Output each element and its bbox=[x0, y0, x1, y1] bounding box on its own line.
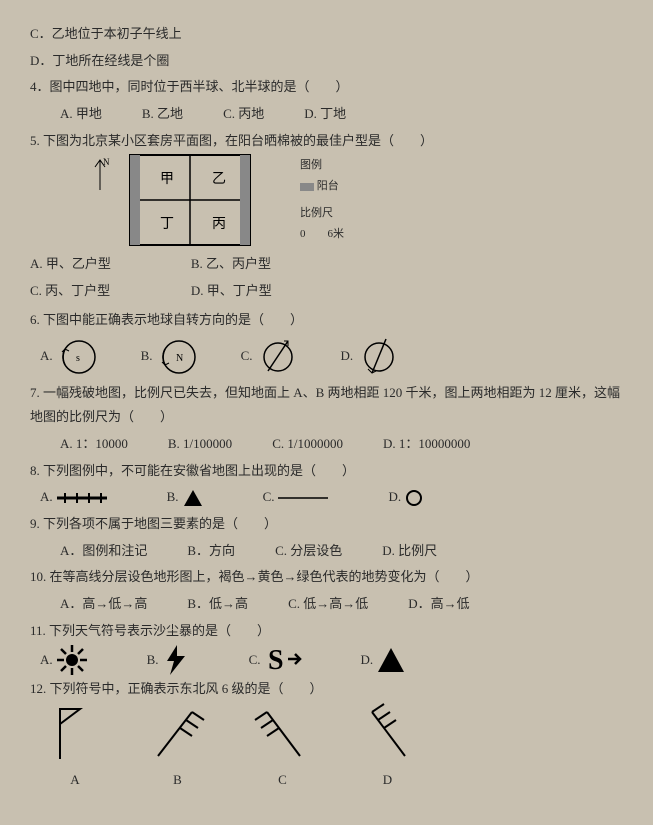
legend-balcony: 阳台 bbox=[317, 180, 339, 192]
legend-title: 图例 bbox=[300, 155, 344, 176]
q10-a: A．高→低→高 bbox=[60, 592, 147, 617]
q5-stem: 5. 下图为北京某小区套房平面图，在阳台晒棉被的最佳户型是（ ） bbox=[30, 129, 630, 154]
q7-d: D. 1：10000000 bbox=[383, 432, 470, 457]
wind-d-icon bbox=[360, 704, 415, 759]
q6-d-label: D. bbox=[340, 344, 353, 369]
q8-c-label: C. bbox=[263, 485, 275, 510]
q11-stem: 11. 下列天气符号表示沙尘暴的是（ ） bbox=[30, 619, 630, 644]
lightning-icon bbox=[163, 645, 189, 675]
q10-d: D．高→低 bbox=[408, 592, 469, 617]
q3-option-c: C．乙地位于本初子午线上 bbox=[30, 22, 630, 47]
q12-stem: 12. 下列符号中，正确表示东北风 6 级的是（ ） bbox=[30, 677, 630, 702]
q6-stem: 6. 下图中能正确表示地球自转方向的是（ ） bbox=[30, 308, 630, 333]
sandstorm-icon: S bbox=[264, 645, 300, 675]
q7-options: A. 1：10000 B. 1/100000 C. 1/1000000 D. 1… bbox=[60, 432, 630, 457]
q11-c-label: C. bbox=[249, 648, 261, 673]
sun-icon bbox=[57, 645, 87, 675]
scale-value: 0 6米 bbox=[300, 224, 344, 245]
floorplan-legend: 图例 阳台 比例尺 0 6米 bbox=[300, 155, 344, 245]
q10-c: C. 低→高→低 bbox=[288, 592, 368, 617]
line-icon bbox=[278, 494, 328, 502]
q11-d-label: D. bbox=[360, 648, 373, 673]
scale-label: 比例尺 bbox=[300, 203, 344, 224]
q10-stem: 10. 在等高线分层设色地形图上，褐色→黄色→绿色代表的地势变化为（ ） bbox=[30, 565, 630, 590]
triangle-icon bbox=[183, 489, 203, 507]
q10-b: B．低→高 bbox=[187, 592, 248, 617]
q12-a-label: A bbox=[50, 768, 100, 793]
svg-text:N: N bbox=[176, 353, 183, 364]
q9-b: B．方向 bbox=[187, 539, 235, 564]
q11-a-label: A. bbox=[40, 648, 53, 673]
q12-d-label: D bbox=[360, 768, 415, 793]
q12-b-label: B bbox=[150, 768, 205, 793]
q9-options: A．图例和注记 B．方向 C. 分层设色 D. 比例尺 bbox=[60, 539, 630, 564]
svg-text:s: s bbox=[76, 353, 80, 364]
north-arrow-icon: N bbox=[90, 155, 110, 195]
q4-c: C. 丙地 bbox=[223, 102, 264, 127]
wind-c-icon bbox=[255, 704, 310, 759]
q4-a: A. 甲地 bbox=[60, 102, 102, 127]
q6-b-icon: N bbox=[157, 335, 201, 379]
svg-text:丙: 丙 bbox=[212, 217, 226, 232]
q4-stem: 4．图中四地中，同时位于西半球、北半球的是（ ） bbox=[30, 75, 630, 100]
q12-c-label: C bbox=[255, 768, 310, 793]
circle-icon bbox=[405, 489, 423, 507]
q8-a-label: A. bbox=[40, 485, 53, 510]
q9-d: D. 比例尺 bbox=[382, 539, 437, 564]
q4-b: B. 乙地 bbox=[142, 102, 183, 127]
q8-d-label: D. bbox=[388, 485, 401, 510]
q6-c-label: C. bbox=[241, 344, 253, 369]
q5-d: D. 甲、丁户型 bbox=[191, 279, 272, 304]
q5-a: A. 甲、乙户型 bbox=[30, 252, 111, 277]
q3-option-d: D．丁地所在经线是个圈 bbox=[30, 49, 630, 74]
q8-stem: 8. 下列图例中，不可能在安徽省地图上出现的是（ ） bbox=[30, 459, 630, 484]
q6-b-label: B. bbox=[141, 344, 153, 369]
q7-a: A. 1：10000 bbox=[60, 432, 128, 457]
q7-b: B. 1/100000 bbox=[168, 432, 232, 457]
q6-a-icon: s bbox=[57, 335, 101, 379]
q5-c: C. 丙、丁户型 bbox=[30, 279, 111, 304]
north-label: N bbox=[103, 157, 110, 167]
floorplan-diagram: 甲 乙 丁 丙 bbox=[130, 155, 280, 250]
q10-options: A．高→低→高 B．低→高 C. 低→高→低 D．高→低 bbox=[60, 592, 630, 617]
q8-b-label: B. bbox=[167, 485, 179, 510]
railway-icon bbox=[57, 490, 107, 506]
q7-c: C. 1/1000000 bbox=[272, 432, 343, 457]
triangle-solid-icon bbox=[377, 647, 405, 673]
q9-stem: 9. 下列各项不属于地图三要素的是（ ） bbox=[30, 512, 630, 537]
q4-d: D. 丁地 bbox=[304, 102, 346, 127]
q4-options: A. 甲地 B. 乙地 C. 丙地 D. 丁地 bbox=[60, 102, 630, 127]
q9-c: C. 分层设色 bbox=[275, 539, 342, 564]
svg-text:乙: 乙 bbox=[212, 171, 226, 187]
q11-b-label: B. bbox=[147, 648, 159, 673]
q7-stem: 7. 一幅残破地图，比例尺已失去，但知地面上 A、B 两地相距 120 千米，图… bbox=[30, 381, 630, 430]
svg-text:丁: 丁 bbox=[160, 217, 174, 232]
q9-a: A．图例和注记 bbox=[60, 539, 147, 564]
svg-text:S: S bbox=[268, 645, 284, 676]
wind-a-icon bbox=[50, 704, 100, 759]
q6-d-icon bbox=[357, 335, 401, 379]
svg-text:甲: 甲 bbox=[160, 172, 174, 187]
wind-b-icon bbox=[150, 704, 205, 759]
q6-a-label: A. bbox=[40, 344, 53, 369]
q6-c-icon bbox=[256, 335, 300, 379]
q5-b: B. 乙、丙户型 bbox=[191, 252, 272, 277]
